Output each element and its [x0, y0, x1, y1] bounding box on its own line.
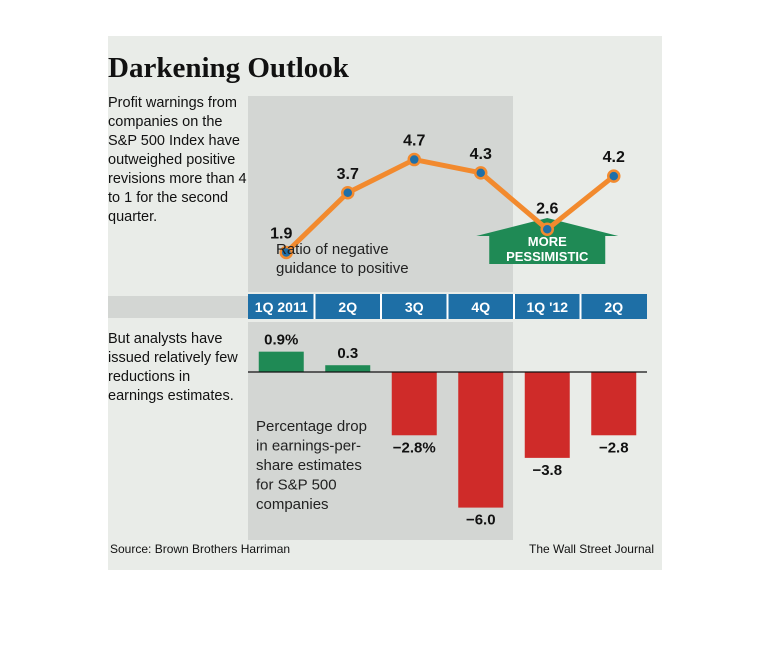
- description-top: Profit warnings from companies on the S&…: [108, 95, 247, 225]
- ratio-point: [540, 222, 554, 237]
- eps-label: −2.8: [599, 439, 629, 456]
- chart-title: Darkening Outlook: [108, 52, 349, 84]
- eps-label: −3.8: [532, 462, 562, 479]
- eps-bar: [524, 372, 570, 458]
- pessimistic-arrow: [476, 218, 619, 264]
- eps-bar: [325, 365, 371, 372]
- quarter-label: 1Q 2011: [255, 299, 308, 315]
- callout-line-2: PESSIMISTIC: [506, 249, 589, 264]
- quarter-label: 2Q: [604, 299, 623, 315]
- top-panel-shade: [248, 96, 513, 292]
- ratio-label: 4.3: [470, 146, 492, 163]
- ratio-point: [474, 166, 488, 180]
- bar-annotation-line: share estimates: [256, 457, 362, 474]
- line-annotation-2: guidance to positive: [276, 260, 409, 277]
- quarter-label: 1Q '12: [527, 299, 569, 315]
- band-left-stub: [108, 296, 248, 318]
- ratio-label: 2.6: [536, 200, 558, 217]
- callout-line-1: MORE: [528, 234, 567, 249]
- source-note: Source: Brown Brothers Harriman: [110, 542, 291, 556]
- bar-annotation-line: in earnings-per-: [256, 438, 361, 455]
- eps-bar: [391, 372, 437, 436]
- ratio-point: [607, 169, 621, 183]
- quarter-label: 2Q: [338, 299, 357, 315]
- ratio-label: 3.7: [337, 166, 359, 183]
- bar-annotation-line: Percentage drop: [256, 418, 367, 435]
- description-bottom: But analysts have issued relatively few …: [108, 331, 238, 404]
- eps-label: 0.3: [337, 345, 358, 362]
- quarter-label: 3Q: [405, 299, 424, 315]
- eps-bar: [591, 372, 637, 436]
- eps-label: −6.0: [466, 512, 496, 529]
- publisher-credit: The Wall Street Journal: [529, 542, 654, 556]
- eps-bar: [258, 351, 304, 372]
- bar-annotation-line: companies: [256, 496, 329, 513]
- ratio-label: 4.2: [603, 149, 625, 166]
- ratio-point: [279, 245, 293, 260]
- quarter-label: 4Q: [471, 299, 490, 315]
- eps-bar: [458, 372, 504, 508]
- eps-label: −2.8%: [393, 439, 436, 456]
- bar-annotation-line: for S&P 500: [256, 477, 337, 494]
- ratio-point: [341, 186, 355, 200]
- ratio-line: [284, 157, 616, 255]
- ratio-label: 1.9: [270, 226, 292, 243]
- eps-label: 0.9%: [264, 332, 298, 349]
- ratio-label: 4.7: [403, 133, 425, 150]
- line-annotation-1: Ratio of negative: [276, 241, 389, 258]
- ratio-point: [407, 152, 421, 167]
